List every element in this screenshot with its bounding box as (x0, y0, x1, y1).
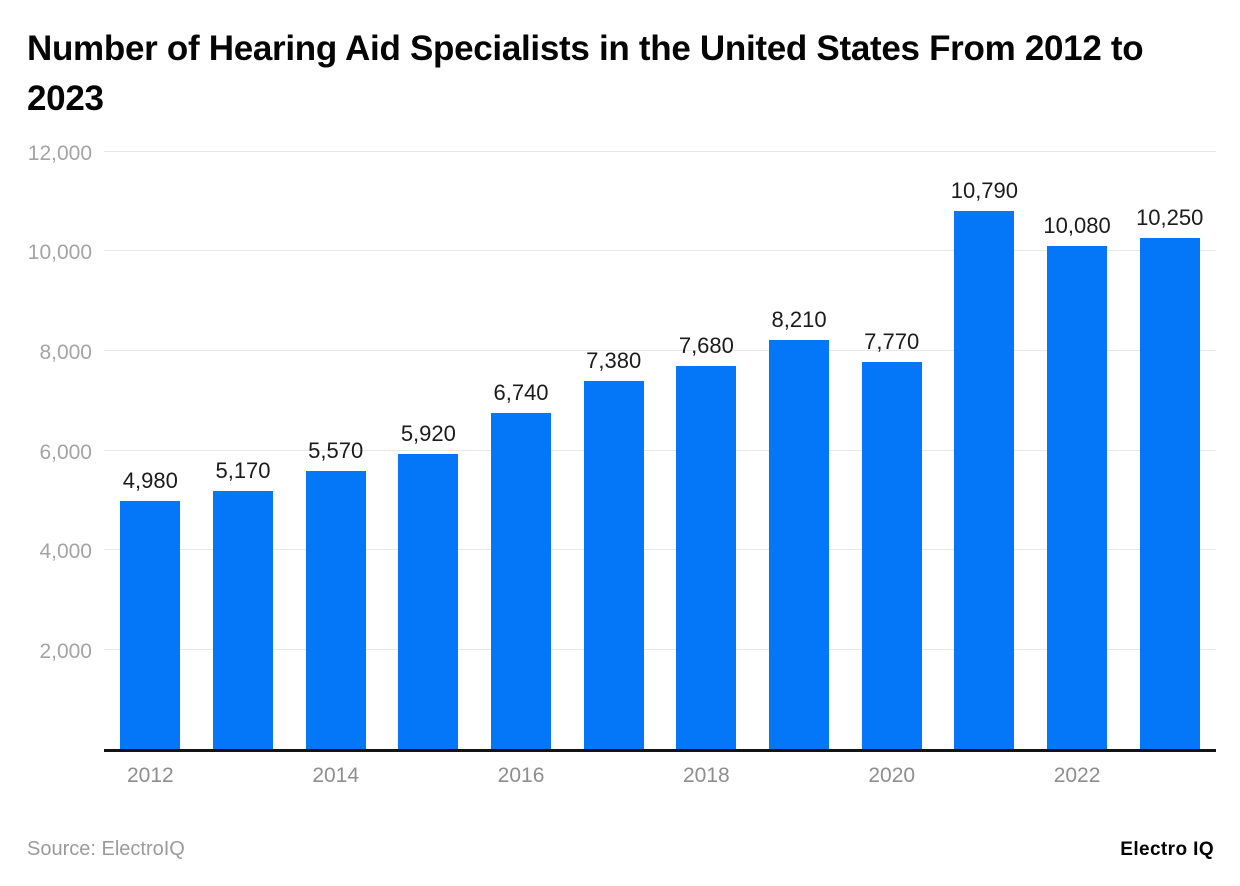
y-axis: 2,000 4,000 6,000 8,000 10,000 12,000 (0, 142, 104, 752)
bar-slot-2014: 5,570 (289, 151, 382, 749)
bar-slot-2020: 7,770 (845, 151, 938, 749)
bar-value-label: 5,920 (400, 420, 456, 446)
bar-2017: 7,380 (583, 348, 644, 749)
bar-slot-2019: 8,210 (753, 151, 846, 749)
chart-title: Number of Hearing Aid Specialists in the… (27, 29, 1144, 119)
bar-slot-2015: 5,920 (382, 151, 475, 749)
bar-value-label: 7,680 (678, 333, 734, 359)
x-axis-tick-empty (197, 764, 290, 788)
bar-slot-2016: 6,740 (475, 151, 568, 749)
plot-area: 4,980 5,170 5,570 5,920 6,740 7,380 7,680 8,210… (104, 150, 1216, 752)
y-axis-tick-label: 8,000 (39, 341, 92, 365)
bar-value-label: 10,790 (950, 178, 1019, 204)
bar-slot-2023: 10,250 (1123, 151, 1216, 749)
gridline (104, 649, 1216, 651)
chart-footer: Source: ElectroIQ Electro IQ (27, 838, 1214, 861)
x-axis-tick-empty (567, 764, 660, 788)
bar-value-label: 6,740 (493, 379, 549, 405)
y-axis-tick-label: 12,000 (27, 141, 92, 165)
bar-value-label: 7,770 (864, 328, 920, 354)
bar-2023: 10,250 (1136, 205, 1203, 749)
gridline (104, 549, 1216, 551)
gridline (104, 250, 1216, 252)
bar-value-label: 7,380 (586, 348, 642, 374)
bar-slot-2022: 10,080 (1031, 151, 1124, 749)
bar-slot-2018: 7,680 (660, 151, 753, 749)
bar-value-label: 4,980 (122, 467, 178, 493)
x-axis-tick-empty (753, 764, 846, 788)
x-axis-tick-label: 2014 (312, 763, 360, 787)
x-axis: 2012 2014 2016 2018 2020 2022 (104, 764, 1216, 788)
bar-value-label: 5,170 (215, 458, 271, 484)
bar-2015: 5,920 (398, 421, 459, 749)
bar-value-label: 8,210 (771, 306, 827, 332)
y-axis-tick-label: 2,000 (39, 640, 92, 664)
x-axis-tick-label: 2016 (497, 763, 545, 787)
bar-2014: 5,570 (305, 438, 366, 749)
x-axis-tick-empty (938, 764, 1031, 788)
bar-2018: 7,680 (676, 333, 737, 749)
bar-slot-2017: 7,380 (567, 151, 660, 749)
gridline (104, 350, 1216, 352)
x-axis-tick-label: 2020 (868, 763, 916, 787)
x-axis-tick-empty (382, 764, 475, 788)
x-axis-tick-empty (1123, 764, 1216, 788)
bar-value-label: 10,080 (1043, 213, 1111, 239)
y-axis-tick-label: 6,000 (39, 440, 92, 464)
bar-slot-2021: 10,790 (938, 151, 1031, 749)
bar-2013: 5,170 (213, 458, 273, 749)
x-axis-tick-label: 2018 (683, 763, 730, 787)
bar-2020: 7,770 (861, 329, 922, 749)
bar-2022: 10,080 (1043, 213, 1111, 749)
y-axis-tick-label: 10,000 (27, 241, 92, 265)
bar-value-label: 10,250 (1136, 205, 1204, 230)
x-axis-tick-label: 2022 (1053, 763, 1101, 787)
bars-container: 4,980 5,170 5,570 5,920 6,740 7,380 7,680 8,210… (104, 151, 1216, 749)
brand-logo: Electro IQ (1120, 838, 1214, 860)
gridline (104, 449, 1216, 451)
bar-2016: 6,740 (491, 380, 552, 749)
y-axis-tick-label: 4,000 (39, 540, 92, 564)
gridline (104, 150, 1216, 152)
bar-2012: 4,980 (120, 468, 181, 749)
x-axis-tick-label: 2012 (126, 763, 174, 787)
source-text: Source: ElectroIQ (27, 837, 185, 860)
bar-2019: 8,210 (769, 307, 830, 749)
bar-chart: 2,000 4,000 6,000 8,000 10,000 12,000 4,980 5,… (0, 142, 1240, 788)
bar-slot-2013: 5,170 (197, 151, 290, 749)
bar-2021: 10,790 (951, 178, 1018, 749)
bar-value-label: 5,570 (308, 438, 364, 464)
bar-slot-2012: 4,980 (104, 151, 197, 749)
